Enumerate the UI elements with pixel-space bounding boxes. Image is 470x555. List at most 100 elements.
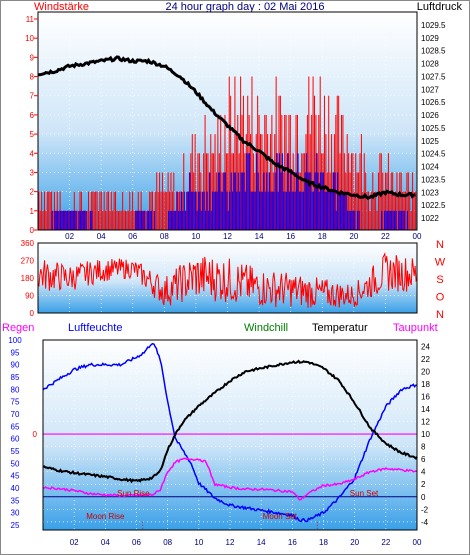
temperature-tick-label: 6 (421, 455, 426, 464)
sun-rise-label: Sun Rise (117, 489, 150, 498)
temperature-panel (43, 340, 417, 530)
wind-tick-label: 6 (30, 111, 35, 120)
moon-set-label: Moon Set (263, 512, 298, 521)
compass-label: N (436, 239, 444, 251)
wind-tick-label: 11 (26, 15, 35, 24)
humidity-tick-label: 45 (11, 472, 20, 481)
temperature-tick-label: 14 (421, 405, 430, 414)
direction-tick-label: 180 (21, 274, 35, 283)
hour-tick-label: 00 (413, 232, 422, 241)
wind-bars (38, 76, 418, 230)
pressure-tick-label: 1022.5 (421, 201, 446, 210)
hour-tick-label: 10 (194, 538, 203, 547)
temperature-tick-label: 22 (421, 355, 430, 364)
hour-tick-label: 08 (163, 538, 172, 547)
humidity-tick-label: 80 (11, 385, 20, 394)
compass-label: W (435, 257, 446, 269)
hour-tick-label: 20 (349, 232, 358, 241)
wind-tick-label: 1 (30, 207, 35, 216)
hour-tick-label: 04 (97, 232, 106, 241)
humidity-tick-label: 25 (11, 521, 20, 530)
hour-tick-label: 20 (350, 538, 359, 547)
wind-direction-trace (37, 251, 418, 308)
pressure-axis-label: Luftdruck (417, 1, 463, 13)
wind-tick-label: 2 (30, 188, 35, 197)
wind-tick-label: 0 (30, 226, 35, 235)
hour-tick-label: 18 (318, 232, 327, 241)
pressure-tick-label: 1026.5 (421, 98, 446, 107)
legend-taupunkt: Taupunkt (393, 322, 438, 334)
hour-tick-label: 22 (381, 538, 390, 547)
temperature-tick-label: 0 (421, 493, 426, 502)
hour-tick-label: 18 (319, 538, 328, 547)
wind-tick-label: 10 (25, 34, 34, 43)
temperature-tick-label: 12 (421, 418, 430, 427)
humidity-tick-label: 65 (11, 422, 20, 431)
temperature-tick-label: 8 (421, 443, 426, 452)
temperature-tick-label: -2 (421, 505, 429, 514)
hour-tick-label: 02 (70, 538, 79, 547)
hour-tick-label: 06 (132, 538, 141, 547)
pressure-tick-label: 1022 (421, 214, 439, 223)
pressure-tick-label: 1024 (421, 163, 439, 172)
temperature-tick-label: 4 (421, 468, 426, 477)
legend-windchill: Windchill (244, 322, 288, 334)
wind-tick-label: 8 (30, 73, 35, 82)
pressure-tick-label: 1027 (421, 85, 439, 94)
hour-tick-label: 16 (288, 538, 297, 547)
direction-tick-label: 270 (21, 257, 35, 266)
series-taupunkt (42, 457, 418, 501)
temperature-tick-label: 18 (421, 380, 430, 389)
temperature-legend: Regen Luftfeuchte Windchill Temperatur Taupu… (2, 322, 438, 334)
hour-tick-label: 10 (191, 232, 200, 241)
humidity-tick-label: 70 (11, 410, 20, 419)
zero-label: 0 (33, 430, 38, 439)
hour-tick-label: 22 (381, 232, 390, 241)
wind-tick-label: 7 (30, 92, 35, 101)
wind-tick-label: 3 (30, 168, 35, 177)
legend-regen: Regen (2, 322, 34, 334)
wind-tick-label: 4 (30, 149, 35, 158)
hour-tick-label: 02 (65, 232, 74, 241)
legend-temperatur: Temperatur (312, 322, 368, 334)
hour-tick-label: 14 (257, 538, 266, 547)
direction-tick-label: 90 (25, 292, 34, 301)
humidity-tick-label: 40 (11, 484, 20, 493)
temperature-tick-label: 20 (421, 367, 430, 376)
pressure-tick-label: 1023 (421, 188, 439, 197)
pressure-tick-label: 1024.5 (421, 150, 446, 159)
temperature-tick-label: 16 (421, 392, 430, 401)
pressure-tick-label: 1028.5 (421, 47, 446, 56)
pressure-tick-label: 1027.5 (421, 72, 446, 81)
humidity-tick-label: 90 (11, 361, 20, 370)
wind-tick-label: 5 (30, 130, 35, 139)
humidity-tick-label: 55 (11, 447, 20, 456)
humidity-tick-label: 30 (11, 509, 20, 518)
hour-tick-label: 06 (128, 232, 137, 241)
pressure-line (38, 55, 416, 200)
wind-pressure-tick-labels: 012345678910111029.510291028.510281027.5… (25, 15, 446, 241)
pressure-tick-label: 1028 (421, 60, 439, 69)
direction-tick-label: 360 (21, 239, 35, 248)
humidity-tick-label: 100 (8, 336, 22, 345)
pressure-tick-label: 1025.5 (421, 124, 446, 133)
temperature-tick-label: 24 (421, 342, 430, 351)
pressure-tick-label: 1029 (421, 34, 439, 43)
compass-label: S (436, 274, 443, 286)
pressure-tick-label: 1023.5 (421, 175, 446, 184)
temperature-lines (42, 342, 418, 523)
temperature-grid (42, 340, 418, 530)
hour-tick-label: 12 (223, 232, 232, 241)
wind-tick-label: 9 (30, 53, 35, 62)
direction-tick-label: 0 (30, 309, 35, 318)
temperature-tick-label: -4 (421, 518, 429, 527)
series-temperatur (42, 359, 418, 484)
moon-rise-label: Moon Rise (86, 512, 125, 521)
pressure-tick-label: 1025 (421, 137, 439, 146)
humidity-tick-label: 60 (11, 435, 20, 444)
temperature-tick-label: 10 (421, 430, 430, 439)
humidity-tick-label: 85 (11, 373, 20, 382)
compass-label: N (436, 309, 444, 321)
wind-axis-label: Windstärke (34, 1, 89, 13)
